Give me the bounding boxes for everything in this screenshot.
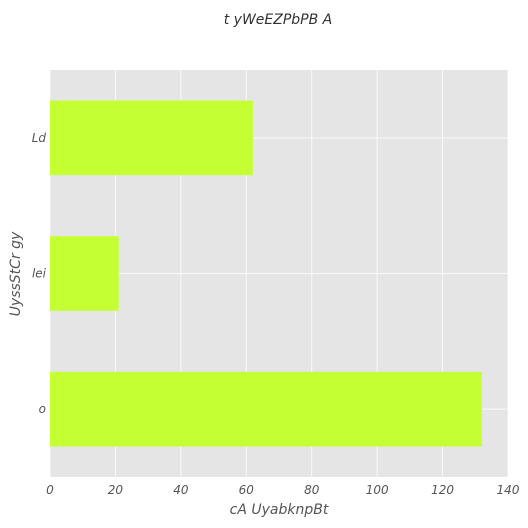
x-tick-label: 0	[46, 483, 54, 497]
y-tick-label: lei	[32, 267, 47, 281]
x-tick-label: 80	[304, 483, 320, 497]
bars	[50, 100, 482, 447]
x-tick-label: 60	[239, 483, 255, 497]
y-tick-labels: Ld lei o	[32, 131, 47, 416]
bar-o	[50, 371, 482, 447]
x-tick-label: 40	[173, 483, 189, 497]
chart-title: t yWeEZPbPB A	[224, 12, 333, 28]
x-axis-label: cA UyabknpBt	[230, 502, 329, 518]
bar-Ld	[50, 100, 253, 176]
bar-lei	[50, 236, 119, 311]
x-tick-labels: 0 20 40 60 80 100 120 140	[46, 483, 520, 497]
x-tick-label: 20	[108, 483, 124, 497]
y-tick-label: o	[39, 402, 46, 416]
y-tick-label: Ld	[32, 131, 47, 145]
x-tick-label: 120	[431, 483, 454, 497]
x-tick-label: 100	[366, 483, 389, 497]
x-tick-label: 140	[497, 483, 520, 497]
y-axis-label: UyssStCr gy	[8, 231, 24, 316]
